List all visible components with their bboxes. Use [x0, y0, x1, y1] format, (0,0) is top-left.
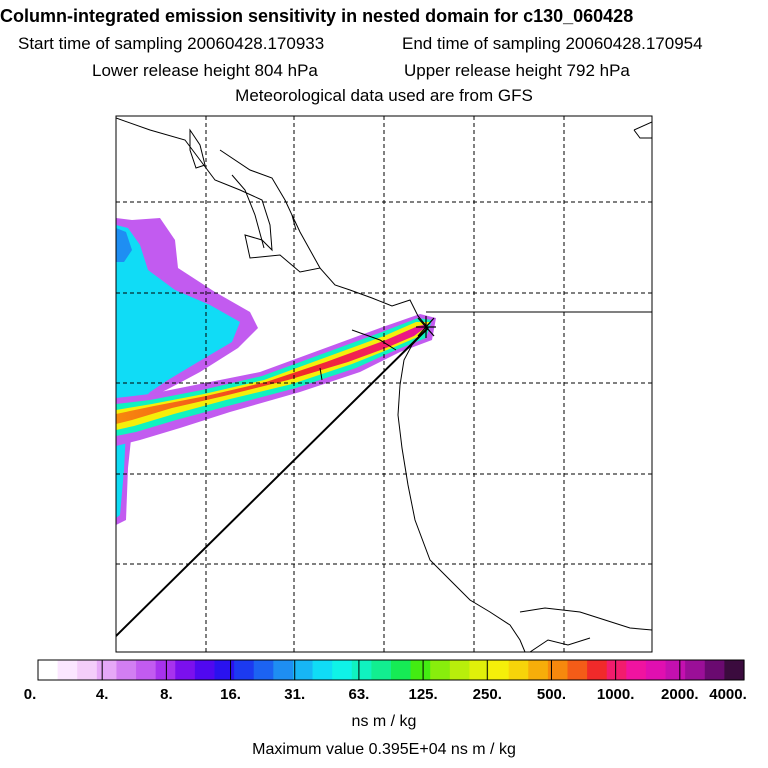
colorbar-cell: [253, 660, 274, 680]
colorbar-cell: [332, 660, 353, 680]
colorbar-cell: [626, 660, 647, 680]
colorbar-cell: [273, 660, 294, 680]
colorbar-tick-label: 16.: [220, 686, 241, 703]
colorbar-tick-label: 63.: [348, 686, 370, 703]
colorbar-cell: [136, 660, 157, 680]
colorbar-cell: [704, 660, 725, 680]
colorbar-cell: [685, 660, 706, 680]
colorbar-tick-label: 31.: [284, 686, 306, 703]
colorbar-cell: [57, 660, 78, 680]
colorbar-cell: [371, 660, 392, 680]
colorbar-cell: [665, 660, 686, 680]
colorbar-tick-label: 4.: [95, 686, 109, 703]
colorbar-cell: [606, 660, 627, 680]
colorbar-cell: [410, 660, 431, 680]
colorbar-cell: [430, 660, 451, 680]
colorbar-cell: [312, 660, 333, 680]
colorbar-cell: [508, 660, 529, 680]
colorbar-cell: [724, 660, 745, 680]
colorbar-tick-label: 8.: [160, 686, 173, 703]
colorbar-cell: [175, 660, 196, 680]
sensitivity-field: [116, 218, 436, 525]
colorbar-cell: [391, 660, 412, 680]
colorbar-cell: [96, 660, 118, 680]
colorbar-tick-label: 2000.: [661, 686, 699, 703]
colorbar-unit-label: ns m / kg: [351, 713, 417, 730]
colorbar-cell: [214, 660, 235, 680]
grid-lines: [116, 116, 652, 652]
colorbar-cell: [38, 660, 59, 680]
map-frame: [115, 115, 653, 653]
colorbar-cell: [155, 660, 176, 680]
colorbar-cell: [449, 660, 471, 680]
colorbar-tick-label: 4000.: [709, 686, 747, 703]
end-time-label: End time of sampling 20060428.170954: [402, 34, 703, 53]
colorbar-cell: [528, 660, 549, 680]
colorbar-tick-label: 250.: [472, 686, 502, 703]
start-time-label: Start time of sampling 20060428.170933: [18, 34, 325, 53]
colorbar-tick-label: 125.: [408, 686, 438, 703]
colorbar-cell: [645, 660, 667, 680]
colorbar-cell: [351, 660, 372, 680]
maximum-value-label: Maximum value 0.395E+04 ns m / kg: [252, 741, 516, 758]
release-point-marker: [416, 316, 436, 338]
colorbar-cell: [469, 660, 490, 680]
upper-release-label: Upper release height 792 hPa: [404, 61, 630, 80]
colorbar-cell: [77, 660, 98, 680]
colorbar-cell: [116, 660, 137, 680]
colorbar-cell: [234, 660, 255, 680]
colorbar-cell: [194, 660, 216, 680]
colorbar-tick-label: 1000.: [596, 686, 635, 703]
colorbar-cell: [587, 660, 608, 680]
coastline: [116, 117, 652, 652]
release-trajectory-line: [116, 327, 429, 637]
colorbar-cell: [547, 660, 569, 680]
map-title: Column-integrated emission sensitivity i…: [0, 6, 634, 26]
colorbar-tick-label: 0.: [23, 686, 37, 703]
colorbar-cell: [489, 660, 510, 680]
lower-release-label: Lower release height 804 hPa: [92, 61, 318, 80]
colorbar-cell: [292, 660, 314, 680]
met-data-label: Meteorological data used are from GFS: [235, 86, 533, 105]
colorbar-tick-label: 500.: [536, 686, 567, 703]
colorbar-cell: [567, 660, 588, 680]
